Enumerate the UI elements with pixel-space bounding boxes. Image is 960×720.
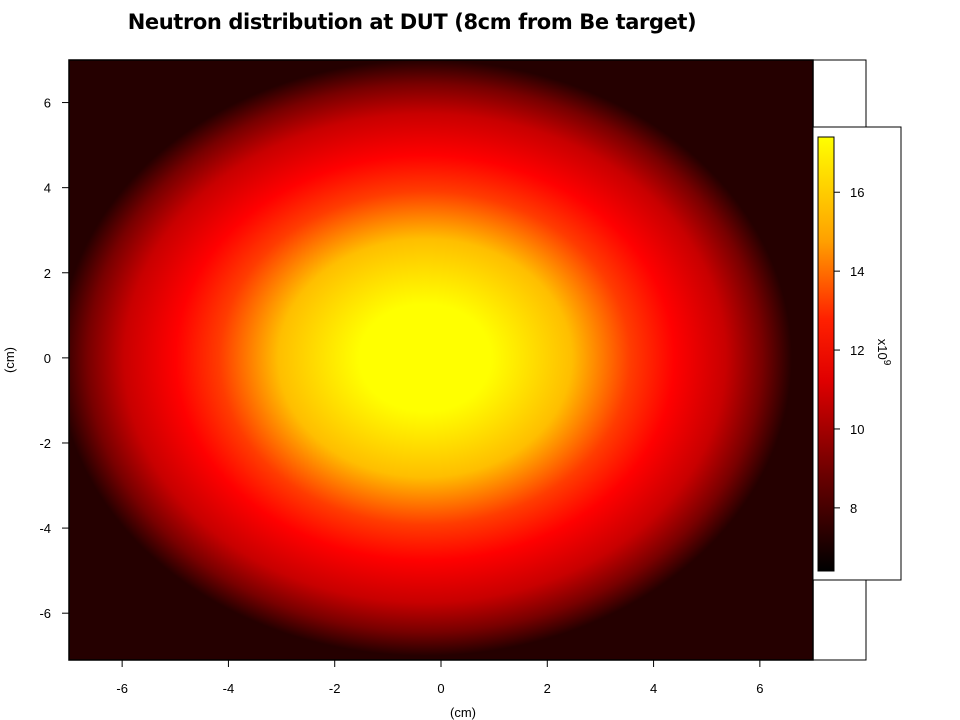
y-tick-label: -4	[39, 521, 51, 536]
x-tick-label: -2	[329, 681, 341, 696]
colorbar-gradient	[817, 136, 835, 572]
x-tick-label: 2	[544, 681, 551, 696]
y-tick-label: -2	[39, 436, 51, 451]
colorbar-tick-label: 14	[850, 264, 864, 279]
x-axis: -6 -4 -2 0 2 4 6	[116, 660, 763, 696]
y-tick-label: 2	[44, 266, 51, 281]
x-tick-label: 0	[437, 681, 444, 696]
x-tick-label: 4	[650, 681, 657, 696]
y-tick-label: -6	[39, 606, 51, 621]
x-tick-label: -6	[116, 681, 128, 696]
x-tick-label: -4	[223, 681, 235, 696]
colorbar-multiplier-exponent: 9	[881, 360, 892, 366]
heatmap-distribution	[69, 60, 813, 660]
colorbar-tick-label: 10	[850, 422, 864, 437]
x-tick-label: 6	[756, 681, 763, 696]
colorbar-tick-label: 12	[850, 343, 864, 358]
y-tick-label: 6	[44, 96, 51, 111]
chart-title: Neutron distribution at DUT (8cm from Be…	[127, 10, 697, 34]
colorbar-multiplier: x109	[875, 339, 892, 366]
y-axis-label: (cm)	[2, 347, 17, 373]
y-tick-label: 4	[44, 181, 51, 196]
colorbar-multiplier-base: x10	[875, 339, 890, 360]
colorbar: 8 10 12 14 16 x109	[812, 126, 902, 581]
y-tick-label: 0	[44, 351, 51, 366]
x-axis-label: (cm)	[450, 705, 476, 720]
colorbar-tick-label: 8	[850, 501, 857, 516]
colorbar-tick-label: 16	[850, 185, 864, 200]
colorbar-ticks: 8 10 12 14 16	[834, 185, 864, 516]
y-axis: 6 4 2 0 -2 -4 -6	[39, 96, 69, 621]
